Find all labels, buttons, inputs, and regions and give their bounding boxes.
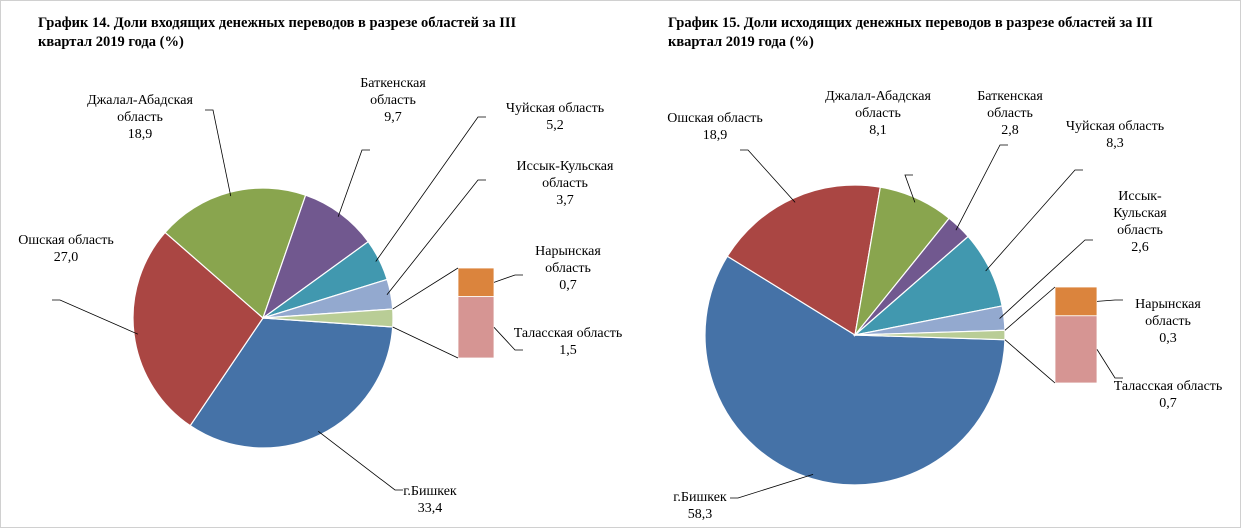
pie-slice — [189, 317, 394, 449]
category-label: Иссык-Кульская область — [1113, 189, 1167, 238]
data-label: Иссык-Кульская область 3,7 — [500, 158, 630, 209]
value-label: 0,7 — [1159, 396, 1177, 411]
data-label: Нарынская область 0,3 — [1113, 296, 1223, 347]
pie-slice — [704, 255, 1006, 486]
value-label: 1,5 — [559, 343, 577, 358]
leader-line — [493, 274, 523, 283]
data-label: Баткенская область 2,8 — [955, 88, 1065, 139]
category-label: Таласская область — [1113, 379, 1223, 394]
category-label: Баткенская область — [977, 89, 1043, 121]
category-label: Баткенская область — [360, 76, 426, 108]
value-label: 2,6 — [1131, 240, 1149, 255]
leader-line — [985, 169, 1083, 272]
category-label: Ошская область — [18, 233, 114, 248]
value-label: 58,3 — [687, 507, 713, 522]
data-label: Иссык-Кульская область 2,6 — [1104, 188, 1176, 256]
value-label: 3,7 — [556, 193, 574, 208]
leader-line — [955, 144, 1008, 231]
data-label: Ошская область 27,0 — [11, 232, 121, 266]
category-label: Чуйская область — [1065, 119, 1165, 134]
chart-title: График 15. Доли исходящих денежных перев… — [668, 15, 1153, 50]
value-label: 27,0 — [53, 250, 79, 265]
value-label: 8,3 — [1106, 136, 1124, 151]
secondary-bar — [457, 267, 495, 298]
leader-line — [386, 179, 486, 296]
connector — [1004, 286, 1056, 331]
leader-line — [730, 473, 814, 499]
data-label: Ошская область 18,9 — [665, 110, 765, 144]
leader-line — [999, 239, 1093, 319]
pie-slice — [261, 194, 370, 320]
category-label: Ошская область — [667, 111, 763, 126]
leader-line — [1096, 349, 1123, 379]
pie-slice — [726, 184, 882, 336]
data-label: г.Бишкек 33,4 — [375, 483, 485, 517]
value-label: 0,3 — [1159, 331, 1177, 346]
secondary-bar — [457, 296, 495, 359]
data-label: Таласская область 0,7 — [1113, 378, 1223, 412]
leader-line — [337, 149, 370, 217]
category-label: г.Бишкек — [673, 490, 727, 505]
data-label: Чуйская область 8,3 — [1065, 118, 1165, 152]
category-label: Нарынская область — [535, 244, 601, 276]
data-label: Джалал-Абадская область 18,9 — [70, 92, 210, 143]
data-label: Джалал-Абадская область 8,1 — [808, 88, 948, 139]
secondary-bar — [1054, 286, 1098, 317]
data-label: Баткенская область 9,7 — [338, 75, 448, 126]
category-label: Таласская область — [513, 326, 623, 341]
category-label: г.Бишкек — [403, 484, 457, 499]
leader-line — [375, 116, 486, 262]
category-label: Джалал-Абадская область — [825, 89, 931, 121]
category-label: Нарынская область — [1135, 297, 1201, 329]
leader-line — [318, 431, 403, 491]
data-label: Чуйская область 5,2 — [485, 100, 625, 134]
value-label: 18,9 — [702, 128, 728, 143]
leader-line — [52, 299, 139, 335]
value-label: 18,9 — [127, 127, 153, 142]
value-label: 5,2 — [546, 118, 564, 133]
leader-line — [493, 327, 523, 351]
value-label: 2,8 — [1001, 123, 1019, 138]
leader-line — [740, 149, 796, 203]
leader-line — [1096, 299, 1123, 302]
data-label: Нарынская область 0,7 — [513, 243, 623, 294]
category-label: Чуйская область — [505, 101, 605, 116]
pie-slice — [132, 231, 264, 427]
value-label: 0,7 — [559, 278, 577, 293]
pie-slice-other — [262, 308, 394, 328]
connector — [1004, 339, 1056, 384]
category-label: Джалал-Абадская область — [87, 93, 193, 125]
data-label: Таласская область 1,5 — [513, 325, 623, 359]
chart-title: График 14. Доли входящих денежных перево… — [38, 15, 517, 50]
connector — [392, 326, 459, 359]
connector — [392, 267, 459, 310]
value-label: 33,4 — [417, 501, 443, 516]
value-label: 8,1 — [869, 123, 887, 138]
data-label: г.Бишкек 58,3 — [650, 489, 750, 523]
leader-line — [904, 174, 916, 203]
secondary-bar — [1054, 315, 1098, 384]
value-label: 9,7 — [384, 110, 402, 125]
leader-line — [205, 109, 232, 197]
category-label: Иссык-Кульская область — [516, 159, 614, 191]
